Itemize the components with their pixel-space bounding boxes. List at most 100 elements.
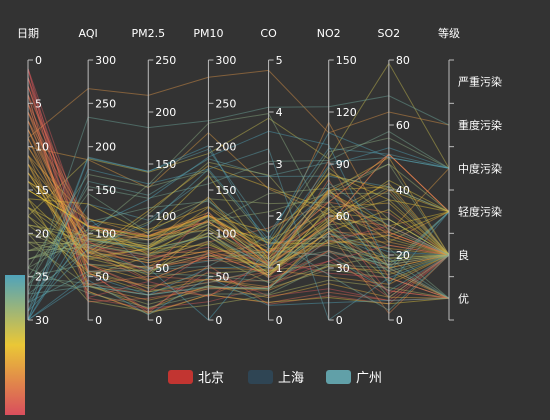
axis-6: SO2 0 20 40 60 80 xyxy=(378,27,410,327)
data-line xyxy=(27,175,450,312)
data-line xyxy=(27,235,450,311)
data-line xyxy=(27,95,450,295)
data-line xyxy=(27,111,450,255)
data-line xyxy=(27,132,450,233)
data-line xyxy=(27,206,450,279)
tick-label: 2 xyxy=(276,210,283,223)
data-line xyxy=(27,94,450,255)
tick-label: 重度污染 xyxy=(458,118,502,132)
tick-label: 150 xyxy=(215,184,236,197)
data-line xyxy=(27,232,450,299)
data-line xyxy=(27,146,450,269)
tick-label: 50 xyxy=(155,262,169,275)
data-line xyxy=(27,137,450,269)
data-line xyxy=(27,224,450,289)
tick-label: 100 xyxy=(215,227,236,240)
axis-0: 日期 0 5 10 15 20 25 30 xyxy=(17,27,49,327)
tick-label: 40 xyxy=(396,184,410,197)
series-lines xyxy=(27,62,450,321)
axis-name: PM10 xyxy=(193,27,223,40)
tick-label: 0 xyxy=(35,54,42,67)
data-line xyxy=(27,200,450,286)
data-line xyxy=(27,198,450,315)
tick-label: 0 xyxy=(396,314,403,327)
data-line xyxy=(27,263,450,309)
tick-label: 30 xyxy=(336,262,350,275)
data-line xyxy=(27,137,450,288)
tick-label: 120 xyxy=(336,106,357,119)
data-line xyxy=(27,227,450,298)
data-line xyxy=(27,172,450,260)
tick-label: 中度污染 xyxy=(458,161,502,175)
data-line xyxy=(27,148,450,321)
data-line xyxy=(27,85,450,264)
tick-label: 300 xyxy=(215,54,236,67)
legend-item-1[interactable]: 上海 xyxy=(248,370,304,386)
axis-name: 等级 xyxy=(438,26,460,40)
axis-name: NO2 xyxy=(317,27,341,40)
tick-label: 200 xyxy=(155,106,176,119)
data-line xyxy=(27,94,450,303)
axis-7: 等级优 良 轻度污染 中度污染 重度污染 严重污染 xyxy=(438,26,502,321)
data-line xyxy=(27,121,450,257)
legend[interactable]: 北京 上海 广州 xyxy=(168,370,382,386)
tick-label: 优 xyxy=(458,292,469,305)
tick-label: 250 xyxy=(215,97,236,110)
tick-label: 0 xyxy=(155,314,162,327)
data-line xyxy=(27,206,450,256)
data-line xyxy=(27,208,450,276)
data-line xyxy=(27,192,450,277)
legend-label: 广州 xyxy=(356,371,382,386)
axis-name: 日期 xyxy=(17,27,39,40)
data-line xyxy=(27,206,450,293)
data-line xyxy=(27,113,450,272)
data-line xyxy=(27,192,450,256)
legend-item-0[interactable]: 北京 xyxy=(168,370,224,386)
data-line xyxy=(27,111,450,261)
tick-label: 150 xyxy=(95,184,116,197)
data-line xyxy=(27,69,450,139)
series-0 xyxy=(27,62,450,321)
axis-5: NO2 0 30 60 90 120 150 xyxy=(317,27,357,327)
axis-name: SO2 xyxy=(378,27,401,40)
tick-label: 250 xyxy=(95,97,116,110)
tick-label: 60 xyxy=(336,210,350,223)
data-line xyxy=(27,161,450,259)
data-line xyxy=(27,166,450,260)
data-line xyxy=(27,130,450,321)
data-line xyxy=(27,249,450,304)
tick-label: 0 xyxy=(336,314,343,327)
tick-label: 0 xyxy=(215,314,222,327)
legend-label: 上海 xyxy=(278,371,304,386)
data-line xyxy=(27,251,450,283)
data-line xyxy=(27,232,450,313)
data-line xyxy=(27,68,450,278)
data-line xyxy=(27,189,450,269)
tick-label: 300 xyxy=(95,54,116,67)
series-1 xyxy=(27,68,450,321)
data-line xyxy=(27,218,450,277)
tick-label: 90 xyxy=(336,158,350,171)
data-line xyxy=(27,120,450,315)
data-line xyxy=(27,120,450,266)
data-line xyxy=(27,155,450,301)
data-line xyxy=(27,147,450,312)
data-line xyxy=(27,180,450,239)
legend-label: 北京 xyxy=(198,371,224,386)
tick-label: 5 xyxy=(35,97,42,110)
axis-1: AQI 0 50 100 150 200 250 300 xyxy=(79,27,117,327)
data-line xyxy=(27,154,450,267)
data-line xyxy=(27,276,450,321)
visual-map-bar[interactable] xyxy=(5,275,25,415)
tick-label: 4 xyxy=(276,106,283,119)
data-line xyxy=(27,85,450,314)
tick-label: 1 xyxy=(276,262,283,275)
data-line xyxy=(27,77,450,310)
data-line xyxy=(27,237,450,299)
data-line xyxy=(27,77,450,295)
legend-item-2[interactable]: 广州 xyxy=(326,370,382,386)
axis-3: PM10 0 50 100 150 200 250 300 xyxy=(193,27,236,327)
tick-label: 100 xyxy=(155,210,176,223)
visual-map[interactable] xyxy=(5,275,25,415)
tick-label: 150 xyxy=(155,158,176,171)
